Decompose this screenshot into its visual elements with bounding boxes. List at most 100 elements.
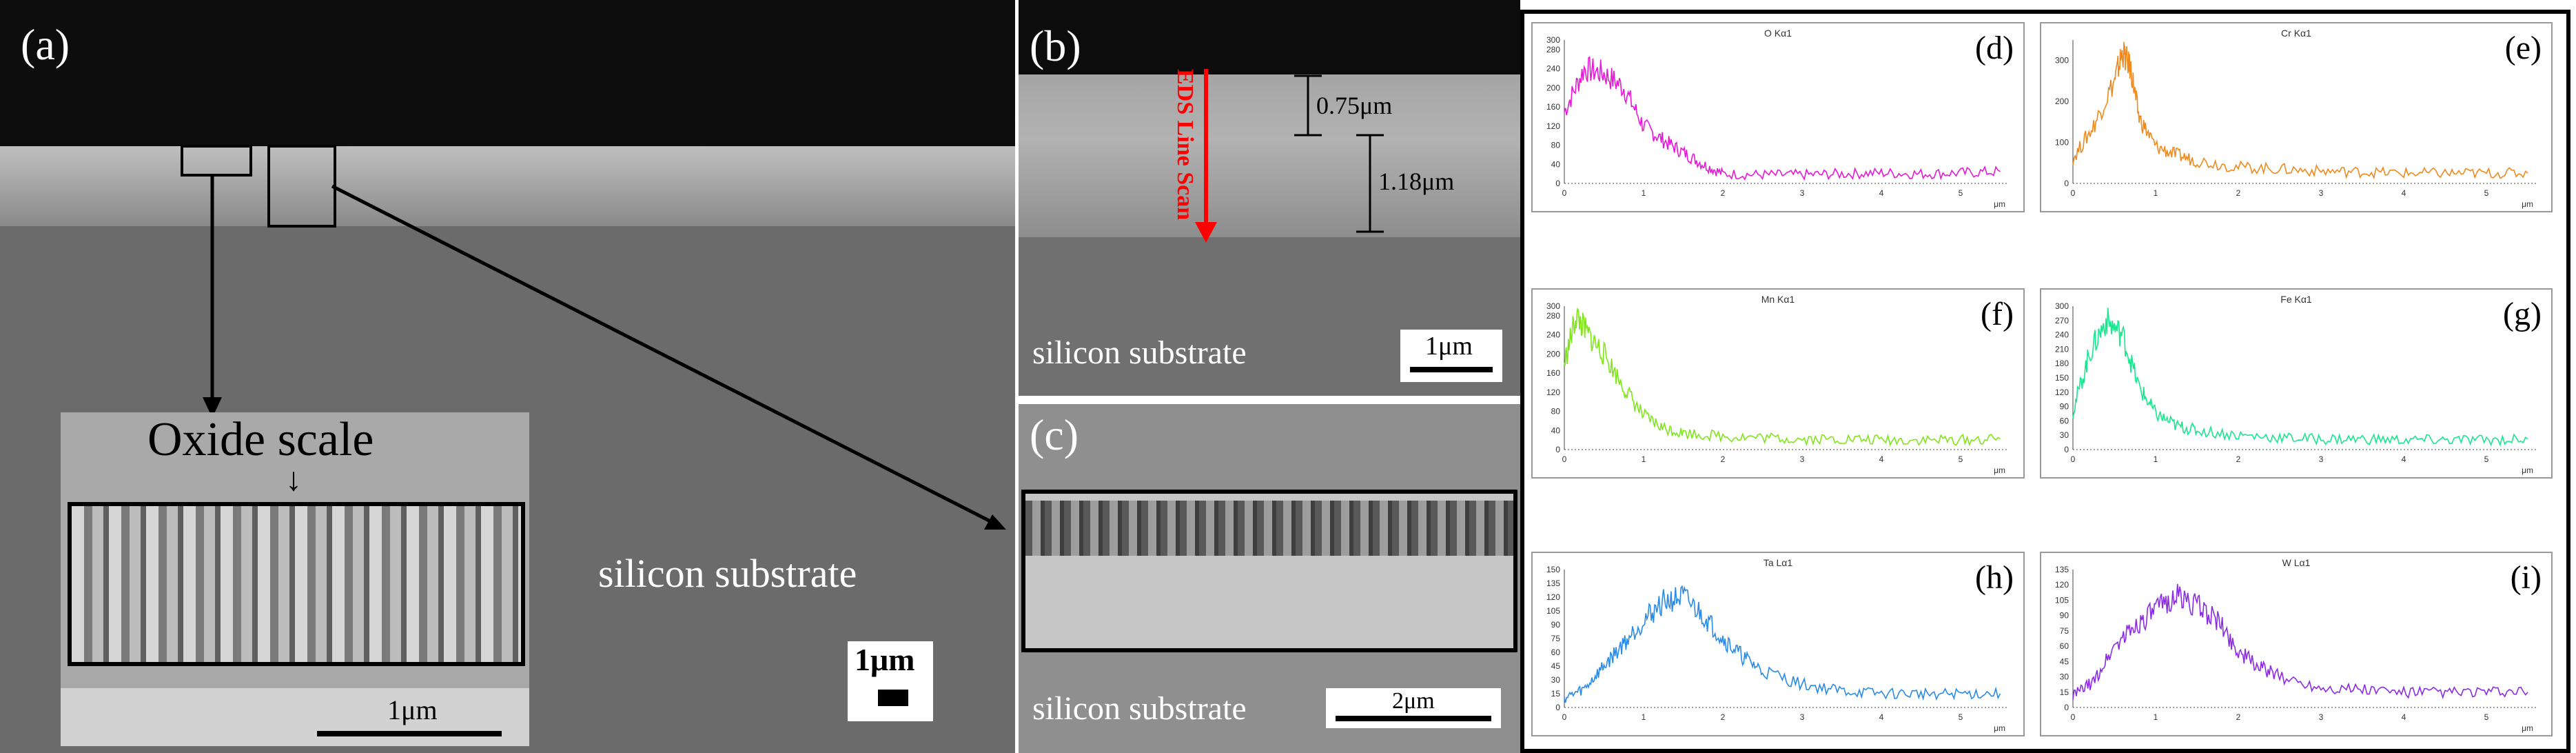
y-tick-label: 0: [1555, 703, 1560, 712]
plot-d-label: (d): [1975, 30, 2014, 66]
plot-i: W Lα1 (i) 0 15 30 45 60 75 90 105 120 135 0 1 2 3 4 5 μm: [2040, 552, 2553, 736]
y-tick-label: 180: [2055, 359, 2069, 368]
panel-c-scale-bar: [1336, 716, 1491, 721]
x-tick-label: 0: [2071, 188, 2076, 198]
panel-c-label: (c): [1030, 410, 1079, 459]
x-tick-label: 5: [1959, 188, 1963, 198]
y-tick-label: 280: [1546, 45, 1560, 54]
series-line: [1564, 56, 2001, 181]
panel-a-scale-label: 1μm: [855, 642, 915, 677]
x-tick-label: 3: [2319, 188, 2324, 198]
y-tick-label: 200: [2055, 97, 2069, 106]
x-tick-label: 3: [1800, 454, 1805, 464]
y-tick-label: 80: [1551, 141, 1561, 150]
y-tick-label: 210: [2055, 344, 2069, 354]
plot-g-label: (g): [2503, 296, 2542, 332]
y-tick-label: 240: [2055, 330, 2069, 340]
y-tick-label: 150: [2055, 373, 2069, 383]
y-tick-label: 0: [1555, 179, 1560, 188]
y-tick-label: 75: [2060, 626, 2069, 636]
y-tick-label: 120: [2055, 388, 2069, 397]
x-unit-label: μm: [2522, 465, 2533, 475]
plot-h-label: (h): [1975, 559, 2014, 596]
y-tick-label: 120: [1546, 121, 1560, 131]
y-tick-label: 40: [1551, 425, 1561, 435]
x-tick-label: 0: [2071, 454, 2076, 464]
inset-scale-label: 1μm: [387, 694, 438, 725]
x-tick-label: 3: [1800, 188, 1805, 198]
panel-a-arrows: [203, 174, 1006, 530]
y-tick-label: 60: [1551, 647, 1561, 657]
x-tick-label: 2: [2236, 712, 2241, 722]
panel-b-label: (b): [1030, 21, 1081, 70]
plot-e: Cr Kα1 (e) 0 100 200 300 0 1 2 3 4 5 μm: [2040, 22, 2553, 212]
x-tick-label: 2: [2236, 188, 2241, 198]
series-line: [2072, 308, 2528, 447]
y-tick-label: 300: [1546, 35, 1560, 45]
panel-b-annotations: [1195, 69, 1384, 243]
x-tick-label: 1: [1642, 188, 1646, 198]
panel-c-layer-box: [1021, 490, 1517, 652]
y-tick-label: 0: [2064, 703, 2069, 712]
x-tick-label: 3: [1800, 712, 1805, 722]
x-unit-label: μm: [2522, 199, 2533, 209]
panel-c: (c) silicon substrate 2μm: [1019, 404, 1520, 753]
y-tick-label: 60: [2060, 641, 2069, 651]
x-tick-label: 4: [2402, 188, 2406, 198]
panel-c-scale-label: 2μm: [1392, 688, 1435, 714]
oxide-scale-inset: Oxide scale ↓ 1μm: [61, 412, 529, 746]
y-tick-label: 80: [1551, 407, 1561, 416]
y-tick-label: 0: [2064, 179, 2069, 188]
panel-b-oxide: [1019, 74, 1520, 237]
panel-b-scale-box: 1μm: [1400, 330, 1502, 382]
panel-a-scale-box: 1μm: [848, 641, 933, 721]
y-tick-label: 300: [2055, 301, 2069, 311]
series-line: [1564, 585, 2001, 703]
y-tick-label: 90: [1551, 620, 1561, 630]
x-tick-label: 5: [1959, 454, 1963, 464]
y-tick-label: 15: [2060, 687, 2069, 697]
x-tick-label: 1: [1642, 712, 1646, 722]
x-unit-label: μm: [2522, 723, 2533, 733]
panel-a-substrate-label: silicon substrate: [598, 551, 857, 596]
y-tick-label: 30: [1551, 675, 1561, 685]
series-line: [2072, 583, 2528, 700]
x-tick-label: 4: [1879, 188, 1884, 198]
inset-arrow: ↓: [285, 461, 302, 498]
y-tick-label: 160: [1546, 102, 1560, 112]
panel-b-scale-bar: [1410, 367, 1493, 372]
y-tick-label: 240: [1546, 64, 1560, 74]
series-line: [2072, 41, 2528, 180]
plot-d: O Kα1 (d) 0 40 80 120 160 200 240 280 300 0 1 2 3 4 5 μ…: [1531, 22, 2025, 212]
panel-a: (a) Oxide scale ↓ 1μm silicon substrate …: [0, 0, 1015, 753]
y-tick-label: 120: [1546, 388, 1560, 397]
x-tick-label: 5: [1959, 712, 1963, 722]
y-tick-label: 30: [2060, 672, 2069, 682]
y-tick-label: 0: [1555, 445, 1560, 454]
x-tick-label: 1: [2154, 188, 2158, 198]
x-tick-label: 4: [1879, 454, 1884, 464]
y-tick-label: 200: [1546, 349, 1560, 359]
x-tick-label: 2: [2236, 454, 2241, 464]
x-tick-label: 0: [2071, 712, 2076, 722]
plot-h-title: Ta Lα1: [1763, 557, 1793, 568]
y-tick-label: 60: [2060, 416, 2069, 425]
x-tick-label: 2: [1721, 188, 1726, 198]
plot-e-svg: 0 100 200 300 0 1 2 3 4 5 μm: [2055, 40, 2536, 209]
y-tick-label: 135: [1546, 579, 1560, 588]
plot-e-title: Cr Kα1: [2281, 28, 2311, 39]
y-tick-label: 30: [2060, 430, 2069, 440]
plot-f-label: (f): [1981, 296, 2014, 332]
x-tick-label: 0: [1562, 188, 1567, 198]
panel-c-scale-box: 2μm: [1326, 688, 1501, 728]
plot-i-label: (i): [2510, 559, 2542, 596]
plot-g-title: Fe Kα1: [2280, 294, 2312, 305]
plot-d-title: O Kα1: [1764, 28, 1792, 39]
x-tick-label: 5: [2484, 712, 2489, 722]
panel-a-oxide-layer: [0, 146, 1015, 226]
eds-line-scan-label: EDS Line Scan: [1172, 69, 1198, 221]
